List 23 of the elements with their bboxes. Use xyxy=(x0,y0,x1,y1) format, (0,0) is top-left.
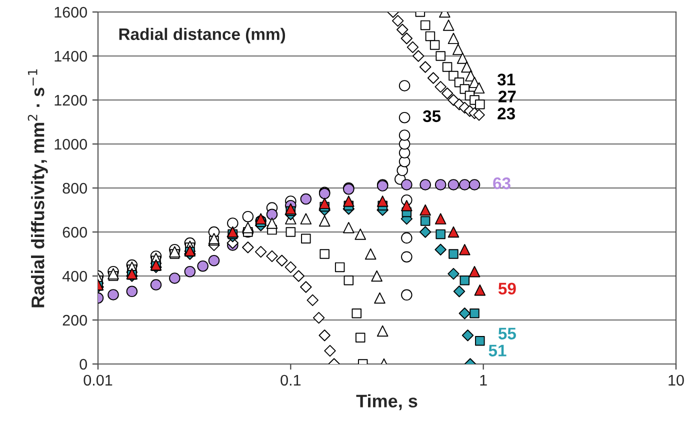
series-label: 63 xyxy=(493,177,510,190)
y-tick-label: 800 xyxy=(62,182,87,194)
series-label: 31 xyxy=(497,74,516,86)
y-tick-label: 0 xyxy=(80,358,87,370)
series-label: 35 xyxy=(422,110,441,122)
y-tick-label: 400 xyxy=(62,270,87,282)
y-tick-label: 1200 xyxy=(54,94,87,106)
x-tick-label: 1 xyxy=(480,374,487,386)
series-label: 51 xyxy=(488,344,506,356)
y-tick-label: 200 xyxy=(62,314,87,326)
y-axis-title: Radial diffusivity, mm$^{2}$ · s$^{−1}$ xyxy=(28,69,48,308)
y-tick-label: 1400 xyxy=(54,50,87,62)
annotation: Radial distance (mm) xyxy=(119,28,286,44)
x-axis-title: Time, s xyxy=(356,394,418,410)
x-tick-label: 0.1 xyxy=(280,374,301,386)
series-label: 55 xyxy=(498,328,516,340)
x-tick-label: 0.01 xyxy=(84,374,112,386)
y-tick-label: 1000 xyxy=(54,138,87,150)
y-tick-label: 1600 xyxy=(54,6,87,18)
x-tick-label: 10 xyxy=(668,374,684,386)
series-label: 59 xyxy=(498,282,516,295)
y-tick-label: 600 xyxy=(62,226,87,238)
series-label: 23 xyxy=(498,108,515,120)
